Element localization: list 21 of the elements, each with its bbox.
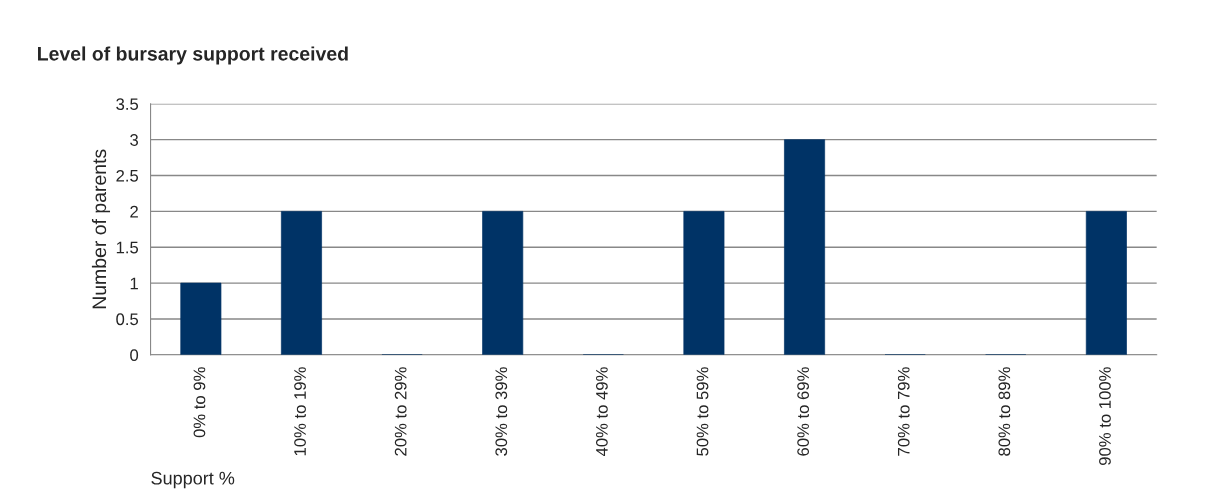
- y-tick-label: 0: [130, 349, 139, 362]
- y-tick-label: 3: [130, 134, 139, 146]
- x-tick-label: 20% to 29%: [394, 367, 407, 456]
- y-tick-label: 1: [130, 277, 138, 290]
- y-tick-label: 2.5: [116, 169, 139, 182]
- x-tick-label: 40% to 49%: [595, 367, 608, 457]
- x-axis-title: Support %: [151, 471, 235, 489]
- x-tick-label: 60% to 69%: [797, 367, 810, 456]
- x-tick-label: 90% to 100%: [1099, 367, 1111, 465]
- x-tick-label: 70% to 79%: [897, 367, 910, 456]
- y-tick-label: 1.5: [116, 241, 139, 254]
- x-tick-label: 50% to 59%: [696, 367, 709, 456]
- y-axis-title: Number of parents: [91, 149, 111, 309]
- x-tick-label: 0% to 9%: [193, 367, 206, 438]
- x-tick-label: 30% to 39%: [495, 367, 508, 456]
- x-tick-label: 10% to 19%: [294, 367, 306, 456]
- x-tick-label: 80% to 89%: [998, 367, 1011, 456]
- y-tick-label: 2: [130, 205, 138, 218]
- y-tick-label: 0.5: [116, 313, 139, 326]
- y-tick-label: 3.5: [116, 98, 139, 111]
- chart-title: Level of bursary support received: [38, 46, 348, 65]
